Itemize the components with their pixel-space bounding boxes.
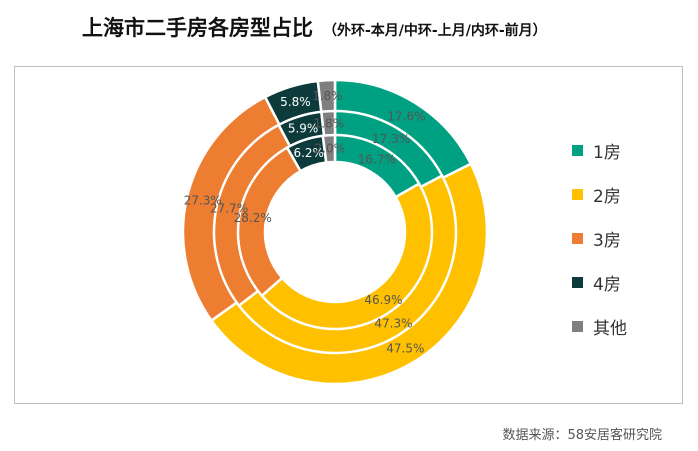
title-row: 上海市二手房各房型占比 （外环-本月/中环-上月/内环-前月） — [82, 12, 547, 46]
legend-label: 4房 — [593, 274, 621, 295]
legend-item-4room: 4房 — [572, 260, 627, 304]
chart-title: 上海市二手房各房型占比 — [82, 16, 313, 40]
label-middle-2room: 47.3% — [374, 316, 412, 330]
label-inner-1room: 16.7% — [358, 153, 396, 167]
label-inner-other: 2.0% — [315, 142, 346, 156]
donut-labels: 17.6% 47.5% 27.3% 5.8% 1.8% 17.3% 47.3% 27.7% 5.… — [184, 89, 426, 355]
label-outer-4room: 5.8% — [280, 95, 311, 109]
legend-swatch — [572, 320, 583, 332]
legend-label: 2房 — [593, 186, 621, 207]
legend: 1房 2房 3房 4房 其他 — [572, 128, 627, 348]
segment-inner-2room — [260, 181, 434, 331]
chart-frame — [14, 66, 683, 404]
label-outer-2room: 47.5% — [386, 341, 424, 355]
label-middle-1room: 17.3% — [372, 132, 410, 146]
data-source-note: 数据来源：58安居客研究院 — [502, 428, 662, 443]
legend-swatch — [572, 188, 583, 200]
label-outer-other: 1.8% — [312, 89, 343, 103]
legend-item-1room: 1房 — [572, 128, 627, 172]
label-inner-2room: 46.9% — [364, 293, 402, 307]
legend-swatch — [572, 276, 583, 288]
legend-item-2room: 2房 — [572, 172, 627, 216]
label-middle-3room: 27.7% — [210, 202, 248, 216]
legend-label: 其他 — [593, 318, 627, 339]
legend-swatch — [572, 232, 583, 244]
legend-swatch — [572, 144, 583, 156]
legend-label: 3房 — [593, 230, 621, 251]
donut-rings — [181, 78, 489, 386]
chart-subtitle: （外环-本月/中环-上月/内环-前月） — [323, 23, 547, 39]
legend-item-3room: 3房 — [572, 216, 627, 260]
label-outer-3room: 27.3% — [184, 193, 222, 207]
legend-label: 1房 — [593, 142, 621, 163]
label-outer-1room: 17.6% — [387, 109, 425, 123]
label-inner-3room: 28.2% — [234, 211, 272, 225]
label-middle-4room: 5.9% — [288, 121, 319, 135]
label-inner-4room: 6.2% — [293, 146, 324, 160]
segment-inner-other — [321, 133, 337, 164]
label-middle-other: 1.8% — [314, 117, 345, 131]
legend-item-other: 其他 — [572, 304, 627, 348]
